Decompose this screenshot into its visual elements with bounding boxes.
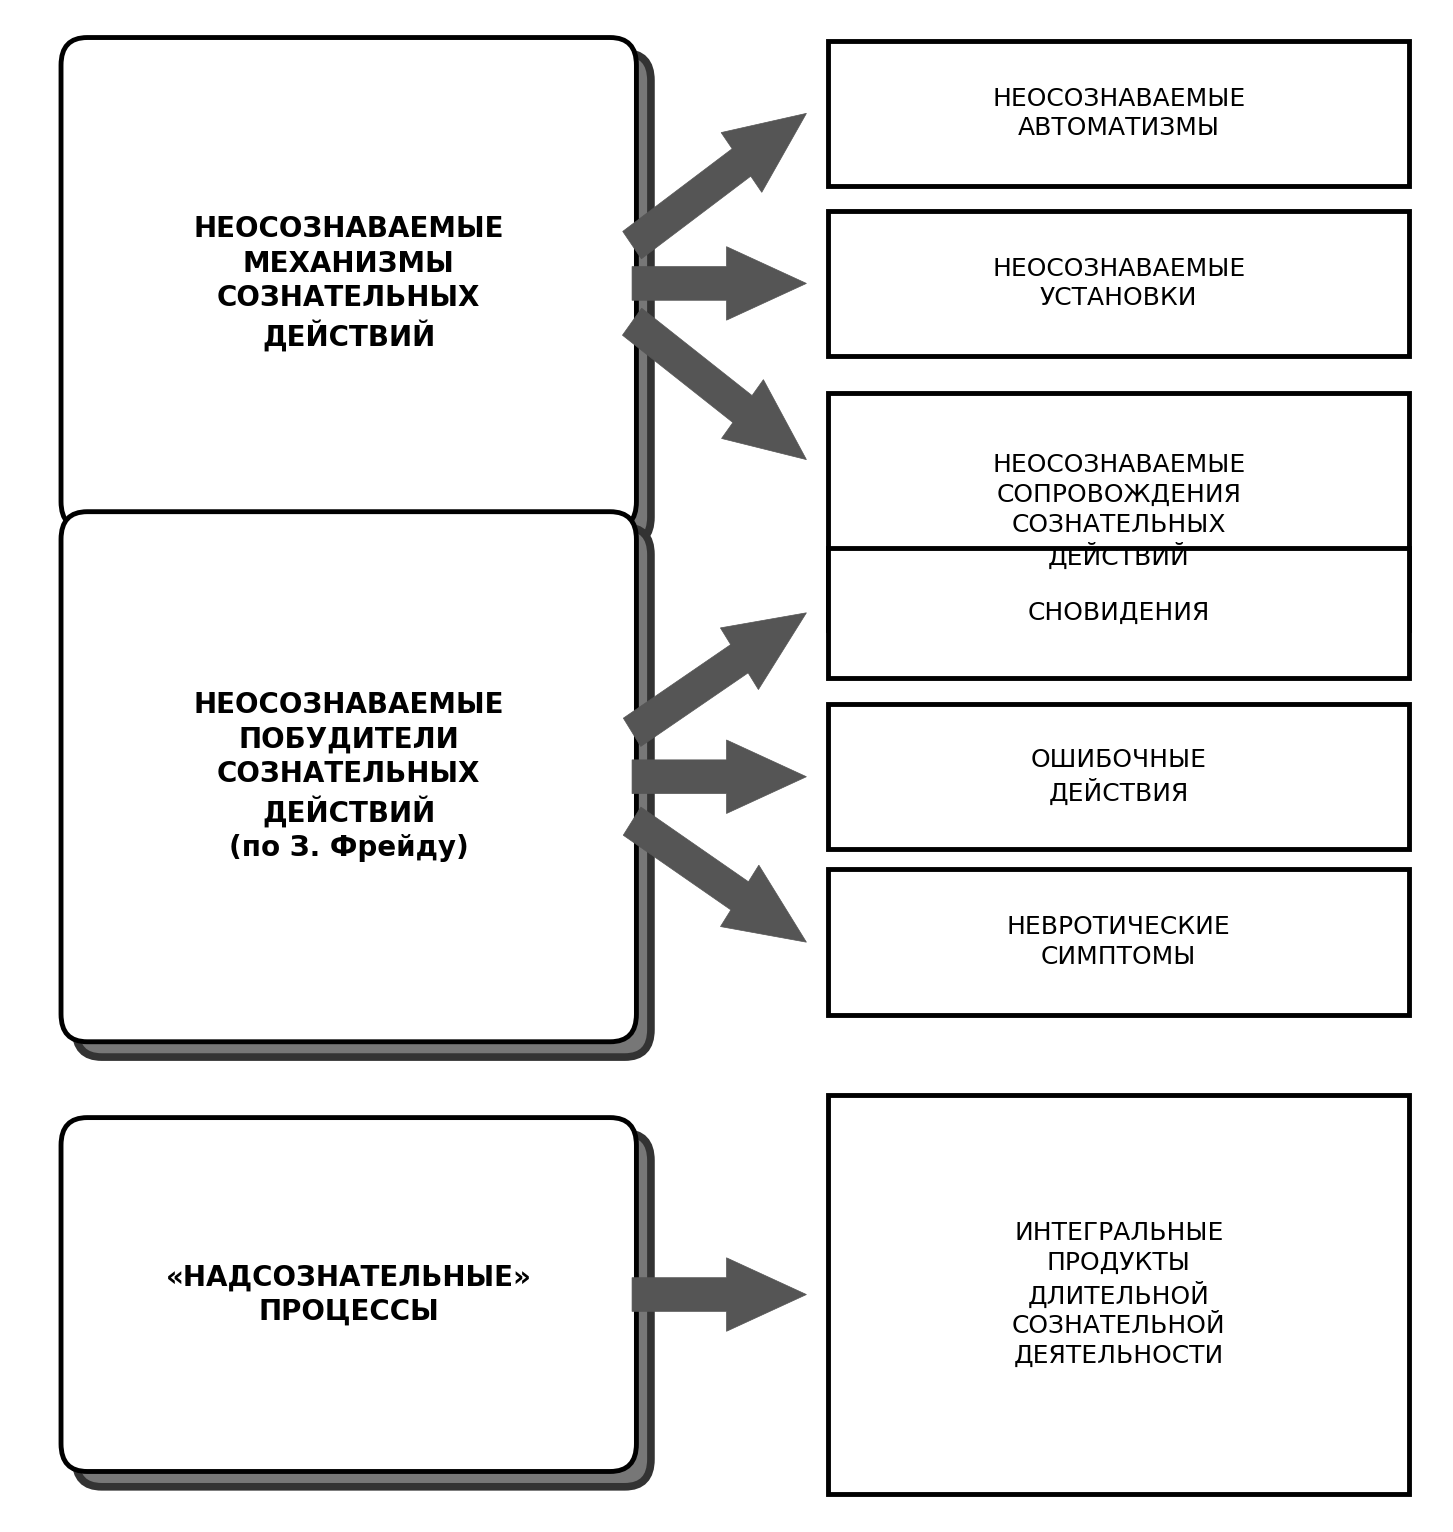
Text: ИНТЕГРАЛЬНЫЕ
ПРОДУКТЫ
ДЛИТЕЛЬНОЙ
СОЗНАТЕЛЬНОЙ
ДЕЯТЕЛЬНОСТИ: ИНТЕГРАЛЬНЫЕ ПРОДУКТЫ ДЛИТЕЛЬНОЙ СОЗНАТЕ… [1011, 1221, 1226, 1368]
FancyBboxPatch shape [61, 1118, 636, 1471]
FancyBboxPatch shape [76, 1134, 651, 1486]
Polygon shape [623, 113, 806, 259]
FancyBboxPatch shape [828, 705, 1409, 849]
Text: НЕОСОЗНАВАЕМЫЕ
УСТАНОВКИ: НЕОСОЗНАВАЕМЫЕ УСТАНОВКИ [992, 256, 1245, 311]
Polygon shape [623, 807, 806, 942]
Polygon shape [622, 308, 806, 460]
Text: ОШИБОЧНЫЕ
ДЕЙСТВИЯ: ОШИБОЧНЫЕ ДЕЙСТВИЯ [1030, 748, 1207, 806]
Polygon shape [632, 247, 806, 320]
FancyBboxPatch shape [828, 869, 1409, 1014]
Text: НЕОСОЗНАВАЕМЫЕ
МЕХАНИЗМЫ
СОЗНАТЕЛЬНЫХ
ДЕЙСТВИЙ: НЕОСОЗНАВАЕМЫЕ МЕХАНИЗМЫ СОЗНАТЕЛЬНЫХ ДЕ… [193, 214, 504, 352]
Text: «НАДСОЗНАТЕЛЬНЫЕ»
ПРОЦЕССЫ: «НАДСОЗНАТЕЛЬНЫЕ» ПРОЦЕССЫ [166, 1264, 532, 1325]
FancyBboxPatch shape [61, 38, 636, 530]
Text: НЕОСОЗНАВАЕМЫЕ
ПОБУДИТЕЛИ
СОЗНАТЕЛЬНЫХ
ДЕЙСТВИЙ
(по З. Фрейду): НЕОСОЗНАВАЕМЫЕ ПОБУДИТЕЛИ СОЗНАТЕЛЬНЫХ Д… [193, 691, 504, 863]
Text: НЕОСОЗНАВАЕМЫЕ
СОПРОВОЖДЕНИЯ
СОЗНАТЕЛЬНЫХ
ДЕЙСТВИЙ: НЕОСОЗНАВАЕМЫЕ СОПРОВОЖДЕНИЯ СОЗНАТЕЛЬНЫ… [992, 453, 1245, 570]
FancyBboxPatch shape [828, 1095, 1409, 1494]
FancyBboxPatch shape [828, 548, 1409, 677]
Polygon shape [632, 740, 806, 813]
Polygon shape [623, 613, 806, 746]
FancyBboxPatch shape [828, 211, 1409, 357]
Polygon shape [632, 1258, 806, 1331]
FancyBboxPatch shape [61, 512, 636, 1042]
FancyBboxPatch shape [76, 52, 651, 545]
FancyBboxPatch shape [76, 527, 651, 1057]
FancyBboxPatch shape [828, 40, 1409, 185]
Text: НЕОСОЗНАВАЕМЫЕ
АВТОМАТИЗМЫ: НЕОСОЗНАВАЕМЫЕ АВТОМАТИЗМЫ [992, 86, 1245, 141]
Text: СНОВИДЕНИЯ: СНОВИДЕНИЯ [1027, 601, 1210, 625]
FancyBboxPatch shape [828, 392, 1409, 631]
Text: НЕВРОТИЧЕСКИЕ
СИМПТОМЫ: НЕВРОТИЧЕСКИЕ СИМПТОМЫ [1007, 915, 1231, 970]
